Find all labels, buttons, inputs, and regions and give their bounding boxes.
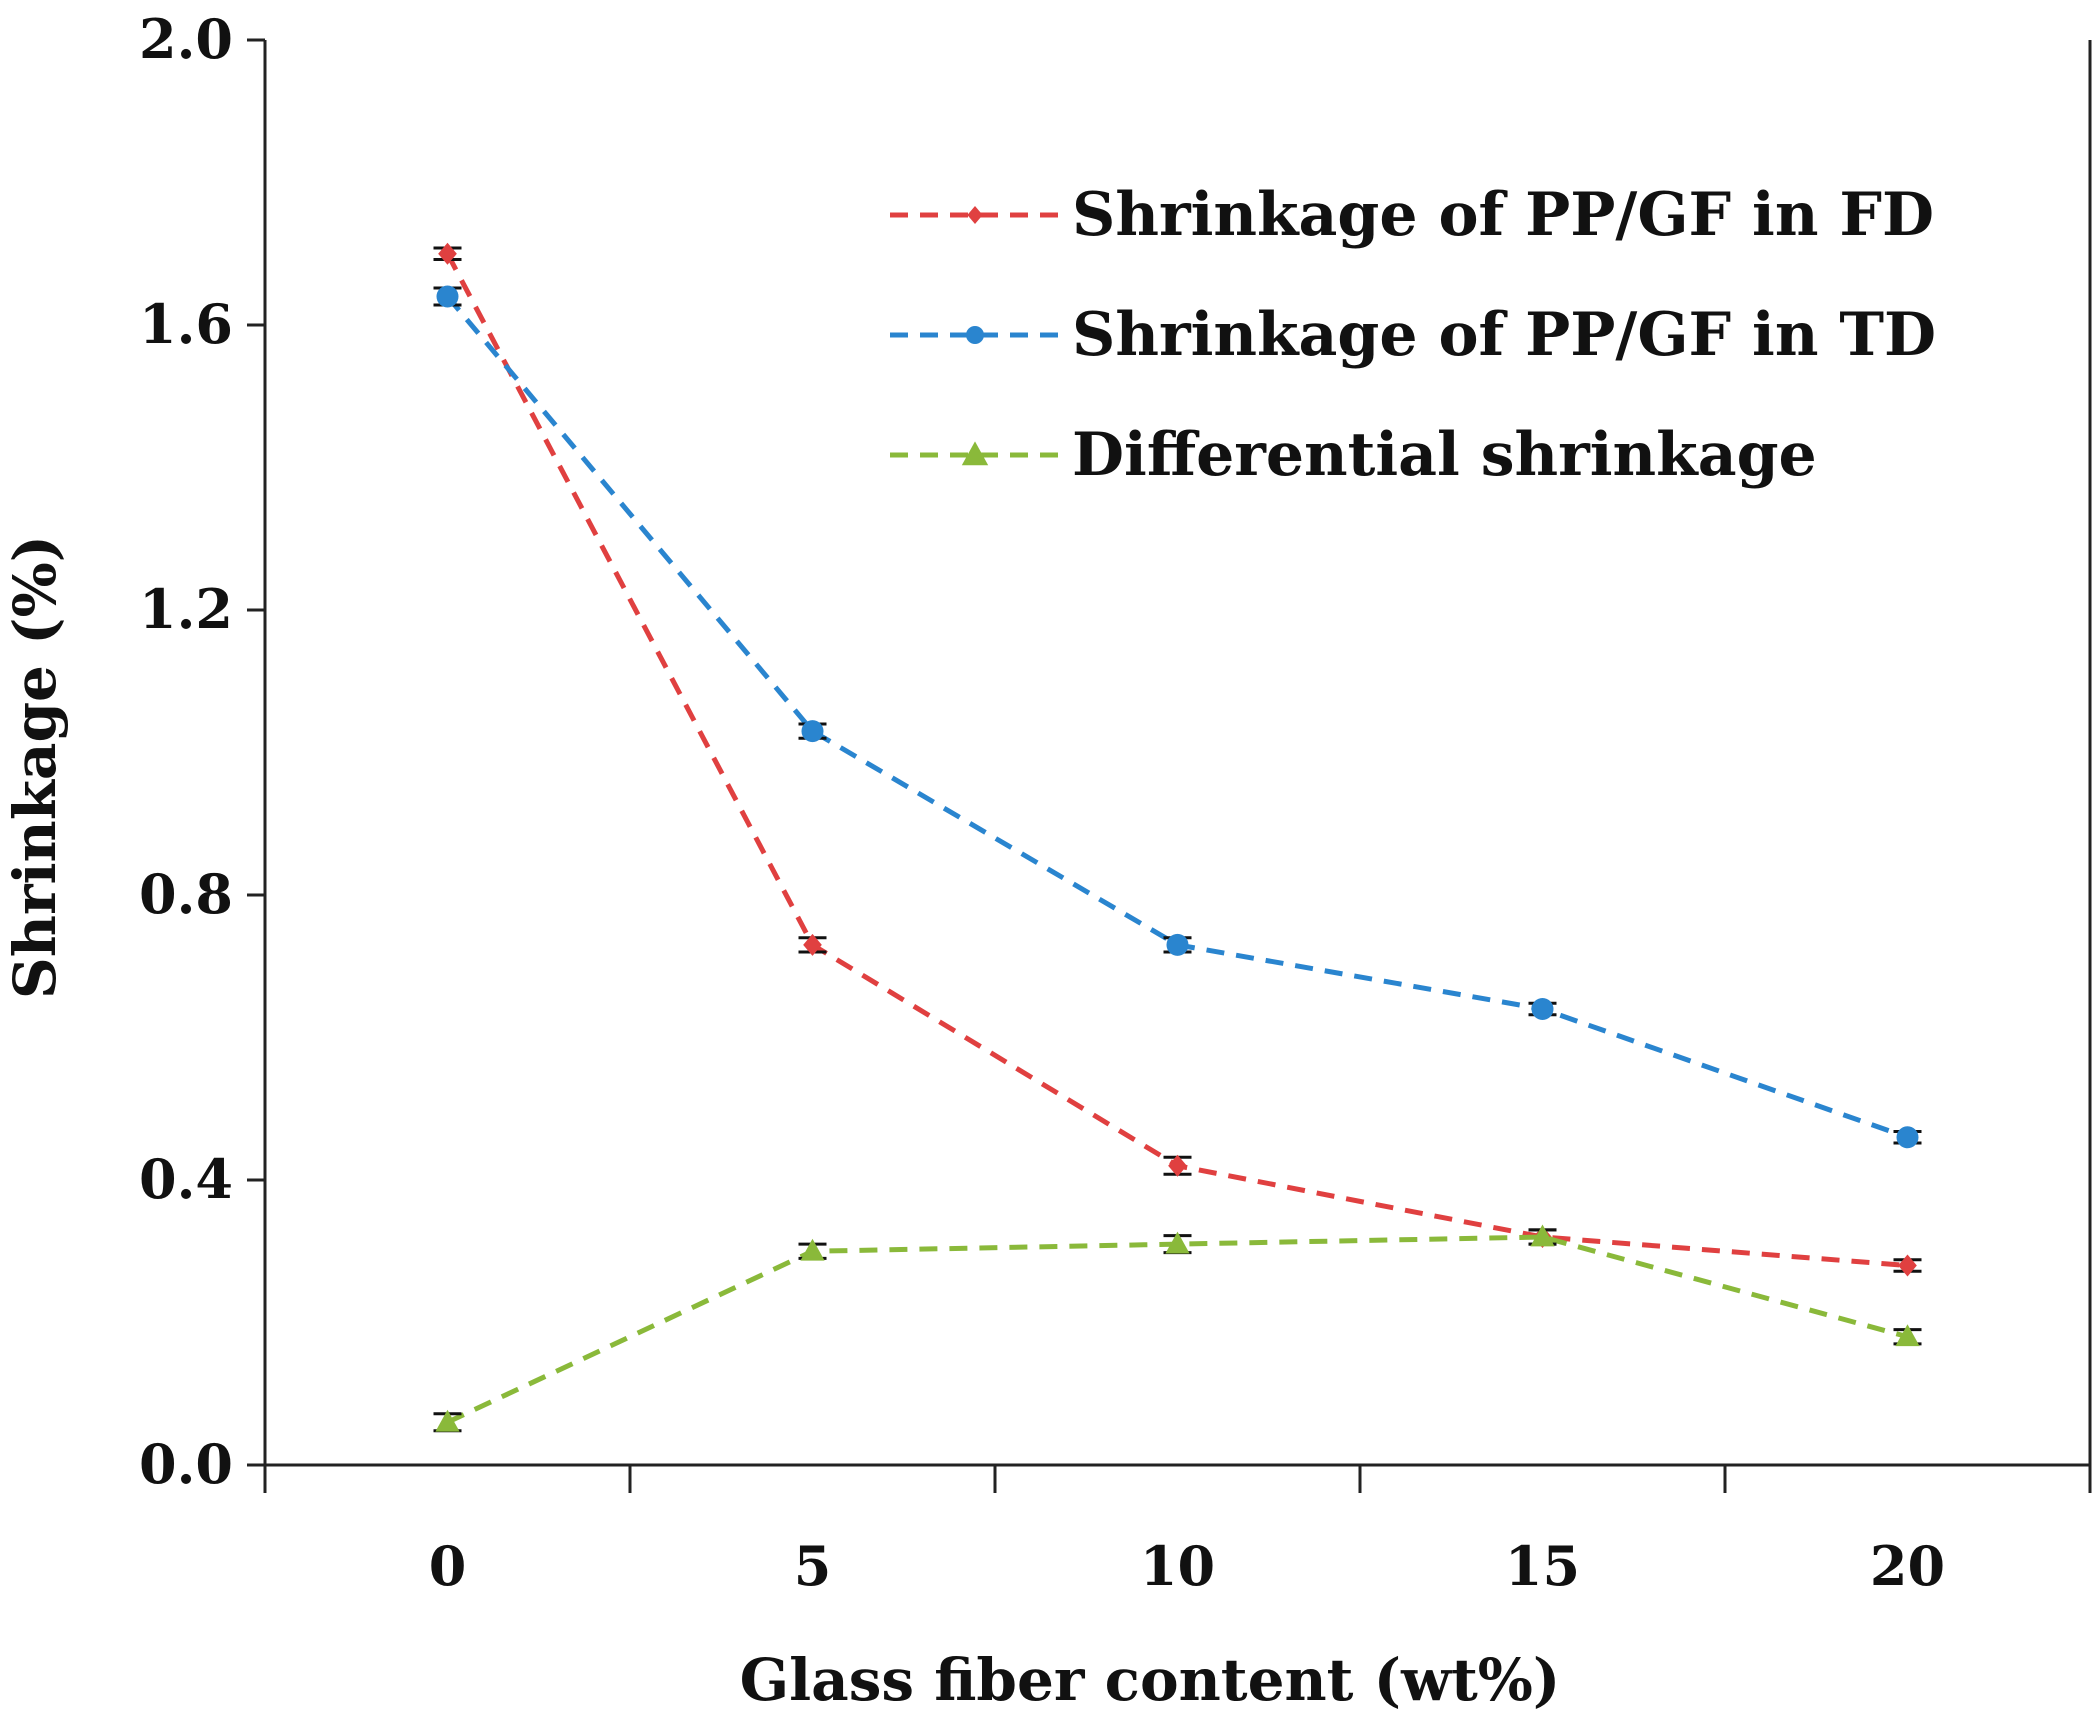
data-point — [1166, 933, 1189, 956]
data-point — [800, 1238, 825, 1261]
y-tick-label: 1.2 — [139, 577, 233, 641]
legend-item: Differential shrinkage — [890, 420, 1817, 490]
x-tick-label: 0 — [429, 1534, 467, 1598]
x-tick-label: 5 — [794, 1534, 832, 1598]
data-point — [438, 242, 457, 265]
x-tick-label: 15 — [1505, 1534, 1580, 1598]
series-layer — [433, 242, 1922, 1433]
y-tick-label: 0.4 — [139, 1147, 233, 1211]
data-point — [967, 206, 983, 224]
data-point — [1895, 1324, 1920, 1347]
data-point — [801, 720, 824, 743]
data-point — [961, 441, 989, 466]
legend-label: Differential shrinkage — [1072, 420, 1817, 490]
y-axis-title: Shrinkage (%) — [1, 535, 69, 999]
y-tick-label: 1.6 — [139, 292, 233, 356]
x-tick-label: 20 — [1870, 1534, 1945, 1598]
axes: 0.0 0.4 0.8 1.2 1.6 2.0 0 5 10 15 20 — [139, 7, 2092, 1598]
x-tick-label: 10 — [1140, 1534, 1215, 1598]
data-point — [1898, 1254, 1917, 1277]
legend-item: Shrinkage of PP/GF in FD — [890, 180, 1934, 250]
series-line — [445, 252, 1908, 1268]
series-0 — [433, 242, 1922, 1277]
series-1 — [433, 285, 1922, 1149]
data-point — [1896, 1126, 1919, 1149]
legend-item: Shrinkage of PP/GF in TD — [890, 300, 1936, 370]
y-tick-label: 0.0 — [139, 1432, 233, 1496]
data-point — [1531, 998, 1554, 1020]
legend: Shrinkage of PP/GF in FD Shrinkage of PP/… — [890, 180, 1936, 490]
data-point — [1165, 1231, 1190, 1254]
data-point — [435, 1409, 460, 1432]
series-2 — [433, 1224, 1922, 1433]
data-point — [803, 933, 822, 956]
data-point — [436, 285, 459, 308]
data-point — [966, 326, 984, 344]
legend-label: Shrinkage of PP/GF in FD — [1072, 180, 1934, 250]
data-point — [1168, 1154, 1187, 1177]
data-point — [1530, 1224, 1555, 1247]
series-line — [446, 1234, 1909, 1425]
y-tick-label: 2.0 — [139, 7, 233, 71]
x-axis-title: Glass fiber content (wt%) — [740, 1646, 1561, 1714]
y-tick-label: 0.8 — [139, 862, 233, 926]
legend-label: Shrinkage of PP/GF in TD — [1072, 300, 1936, 370]
